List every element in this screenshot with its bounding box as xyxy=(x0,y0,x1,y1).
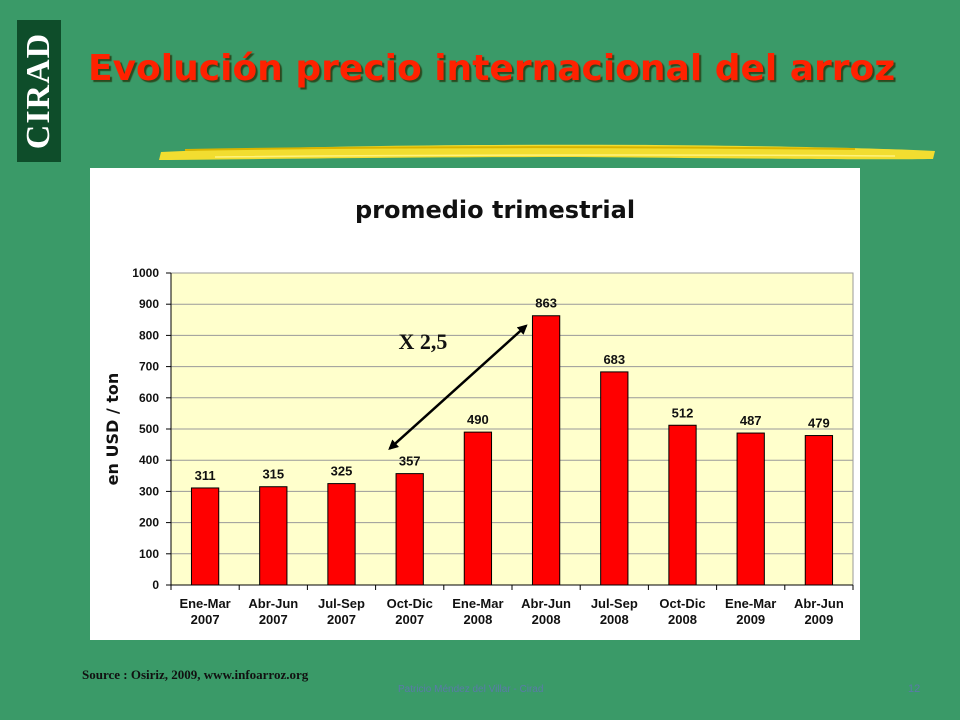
bar-chart: promedio trimestrial 0 100 200 300 400 500 600… xyxy=(103,196,854,627)
bar xyxy=(804,435,834,586)
bar xyxy=(531,315,561,586)
source-citation: Source : Osiriz, 2009, www.infoarroz.org xyxy=(82,667,309,682)
x-tick-label: 2009 xyxy=(804,612,833,627)
bar xyxy=(327,483,356,586)
x-tick-label: Ene-Mar xyxy=(179,596,230,611)
bar xyxy=(600,371,629,586)
cirad-logo: CIRAD xyxy=(17,20,61,162)
y-axis-label: en USD / ton xyxy=(103,373,122,486)
footer-author: Patricio Méndez del Villar - Cirad xyxy=(398,684,544,695)
x-tick-label: 2008 xyxy=(532,612,561,627)
x-tick-label: Ene-Mar xyxy=(452,596,503,611)
x-tick-label: Jul-Sep xyxy=(318,596,365,611)
x-tick-label: Oct-Dic xyxy=(659,596,705,611)
x-tick-label: 2007 xyxy=(191,612,220,627)
x-tick-label: 2007 xyxy=(327,612,356,627)
y-tick-label: 400 xyxy=(139,453,159,467)
x-tick-label: 2007 xyxy=(395,612,424,627)
data-label: 315 xyxy=(262,467,284,482)
bar xyxy=(463,431,493,586)
bar xyxy=(190,487,220,586)
bar xyxy=(736,432,765,586)
data-label: 683 xyxy=(603,352,625,367)
y-tick-label: 500 xyxy=(139,422,159,436)
x-tick-label: 2007 xyxy=(259,612,288,627)
data-label: 357 xyxy=(399,454,421,469)
annotation-label: X 2,5 xyxy=(398,329,447,354)
x-tick-label: 2008 xyxy=(600,612,629,627)
y-tick-label: 1000 xyxy=(132,266,159,280)
chart-title: promedio trimestrial xyxy=(355,196,635,224)
x-tick-label: Oct-Dic xyxy=(387,596,433,611)
data-label: 479 xyxy=(808,416,830,431)
y-tick-label: 800 xyxy=(139,328,159,342)
data-label: 490 xyxy=(467,412,489,427)
data-label: 311 xyxy=(195,468,216,483)
x-tick-label: Abr-Jun xyxy=(794,596,844,611)
bar xyxy=(259,486,288,586)
y-tick-label: 200 xyxy=(139,516,159,530)
bar xyxy=(395,473,424,586)
logo-text: CIRAD xyxy=(20,32,57,150)
y-tick-label: 600 xyxy=(139,391,159,405)
bar xyxy=(668,424,697,586)
x-tick-label: Abr-Jun xyxy=(248,596,298,611)
page-number: 12 xyxy=(908,683,921,695)
data-label: 325 xyxy=(331,464,353,479)
double-arrow xyxy=(388,324,528,450)
x-tick-label: 2008 xyxy=(463,612,492,627)
data-label: 487 xyxy=(740,413,762,428)
data-label: 512 xyxy=(672,405,694,420)
yellow-brush-stroke xyxy=(159,144,935,160)
x-tick-label: Jul-Sep xyxy=(591,596,638,611)
data-label: 863 xyxy=(535,296,557,311)
y-tick-label: 900 xyxy=(139,297,159,311)
slide-title: Evolución precio internacional del arroz xyxy=(88,48,896,89)
y-tick-label: 300 xyxy=(139,484,159,498)
y-tick-label: 100 xyxy=(139,547,159,561)
x-tick-label: Abr-Jun xyxy=(521,596,571,611)
x-tick-label: Ene-Mar xyxy=(725,596,776,611)
y-tick-label: 0 xyxy=(152,578,159,592)
x-tick-label: 2008 xyxy=(668,612,697,627)
y-tick-label: 700 xyxy=(139,360,159,374)
x-tick-label: 2009 xyxy=(736,612,765,627)
